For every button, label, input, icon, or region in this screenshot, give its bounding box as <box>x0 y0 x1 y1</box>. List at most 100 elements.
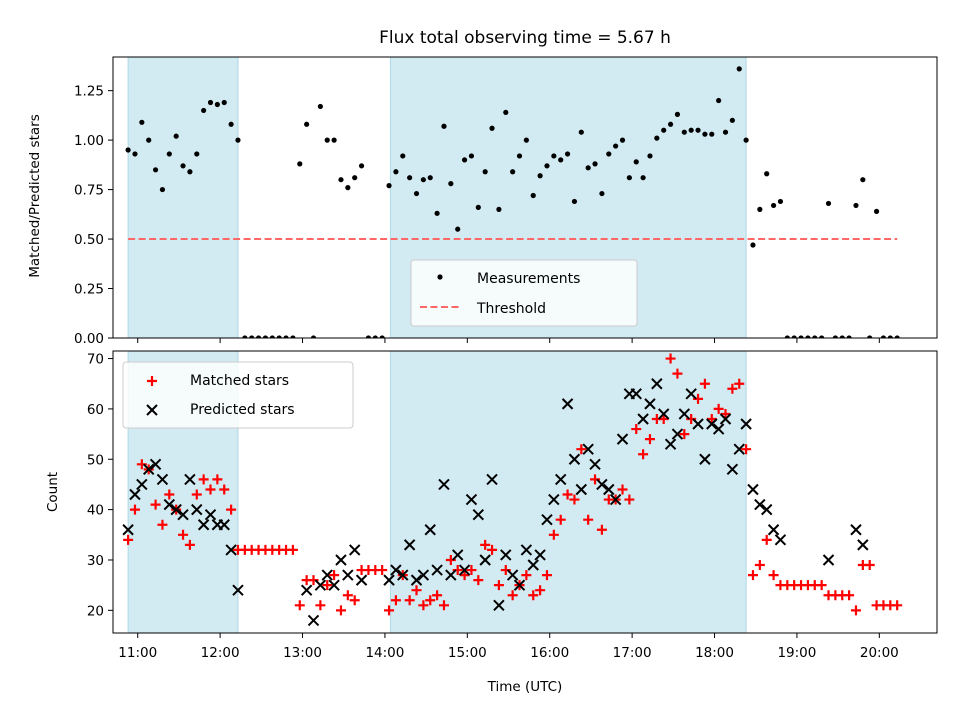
matched-point <box>686 413 697 424</box>
predicted-point <box>184 473 196 486</box>
measurement-point <box>592 161 598 167</box>
matched-point <box>864 560 875 571</box>
predicted-point <box>438 478 450 491</box>
matched-point <box>452 565 463 576</box>
predicted-point <box>424 524 436 536</box>
measurement-point <box>626 175 632 181</box>
predicted-point <box>596 478 608 491</box>
predicted-point <box>410 574 423 586</box>
measurement-point <box>832 335 838 338</box>
x-tick-label: 14:00 <box>365 645 404 661</box>
predicted-point <box>390 564 402 576</box>
matched-point <box>335 605 346 616</box>
measurement-point <box>743 137 749 143</box>
predicted-point <box>561 398 574 410</box>
predicted-point <box>451 549 464 561</box>
matched-point <box>480 539 491 550</box>
matched-point <box>411 585 422 596</box>
matched-point <box>528 590 539 601</box>
measurement-point <box>709 131 715 137</box>
matched-point <box>727 383 738 394</box>
y-tick-label: 0.75 <box>74 183 104 199</box>
legend-threshold-label: Threshold <box>476 301 546 317</box>
matched-point <box>679 429 690 440</box>
measurement-point <box>475 204 481 210</box>
measurement-point <box>166 151 172 157</box>
predicted-point <box>307 614 320 627</box>
matched-point <box>720 408 731 419</box>
measurement-point <box>750 242 756 248</box>
measurement-point <box>791 335 797 338</box>
measurement-point <box>510 169 516 175</box>
matched-point <box>390 595 401 606</box>
measurement-point <box>736 66 742 72</box>
measurement-point <box>674 111 681 117</box>
matched-point <box>473 575 484 586</box>
matched-point <box>617 484 628 495</box>
measurement-point <box>365 335 372 338</box>
axes-frame <box>112 56 938 339</box>
measurement-point <box>702 131 708 137</box>
predicted-point <box>857 539 869 551</box>
measurement-point <box>228 121 234 127</box>
measurement-point <box>530 192 536 199</box>
matched-point <box>178 529 189 540</box>
measurement-point <box>262 335 269 338</box>
measurement-point <box>695 127 701 133</box>
measurement-point <box>338 177 344 183</box>
predicted-point <box>678 408 691 420</box>
matched-point <box>212 474 223 485</box>
matched-point <box>294 600 305 611</box>
measurement-point <box>867 335 873 338</box>
y-tick-label: 70 <box>87 352 104 368</box>
measurement-point <box>880 335 887 338</box>
plot-area <box>125 66 900 338</box>
predicted-point <box>754 498 766 511</box>
matched-point <box>741 444 752 455</box>
chart-title: Flux total observing time = 5.67 h <box>379 28 671 48</box>
matched-point <box>892 600 903 611</box>
x-tick-label: 18:00 <box>695 645 734 661</box>
matched-point <box>850 605 861 616</box>
legend-matched-label: Matched stars <box>190 373 289 389</box>
measurement-point <box>825 200 832 207</box>
measurement-point <box>290 335 296 338</box>
matched-point <box>184 539 195 550</box>
legend-measurement-marker <box>437 274 443 280</box>
predicted-point <box>616 433 629 445</box>
measurement-point <box>448 181 454 187</box>
measurement-point <box>853 202 859 209</box>
matched-point <box>747 570 758 581</box>
measurement-point <box>633 159 639 165</box>
legend-bottom: Matched stars Predicted stars <box>122 361 354 429</box>
measurement-point <box>242 335 248 338</box>
bottom-y-axis-label: Count <box>45 472 61 512</box>
matched-point <box>665 353 676 364</box>
predicted-point <box>232 584 244 596</box>
x-tick-label: 12:00 <box>201 645 240 661</box>
measurement-point <box>372 335 378 338</box>
measurement-point <box>379 335 385 338</box>
predicted-point <box>500 549 512 561</box>
x-tick-label: 11:00 <box>118 645 157 661</box>
matched-point <box>308 575 319 586</box>
predicted-point <box>300 584 313 596</box>
predicted-point <box>197 519 210 531</box>
measurement-point <box>235 137 241 143</box>
y-tick-label: 20 <box>87 603 104 619</box>
matched-point <box>425 595 436 606</box>
predicted-point <box>218 519 230 531</box>
measurement-point <box>331 137 337 143</box>
measurement-point <box>146 137 152 143</box>
measurement-point <box>468 153 475 159</box>
y-tick-label: 50 <box>87 452 104 468</box>
predicted-point <box>548 493 560 506</box>
matched-point <box>315 600 326 611</box>
measurement-point <box>297 161 303 167</box>
predicted-point <box>541 513 553 526</box>
top-y-axis-label: Matched/Predicted stars <box>27 114 43 277</box>
measurement-point <box>255 335 262 338</box>
measurement-point <box>551 153 557 159</box>
predicted-point <box>465 493 478 506</box>
